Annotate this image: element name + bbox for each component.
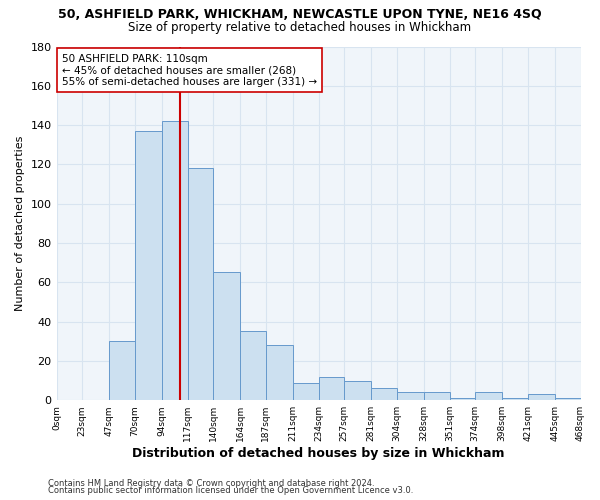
Text: Contains public sector information licensed under the Open Government Licence v3: Contains public sector information licen… [48,486,413,495]
Bar [293,382,319,400]
Bar [319,376,344,400]
Bar [109,342,135,400]
Text: Size of property relative to detached houses in Whickham: Size of property relative to detached ho… [128,21,472,34]
Bar [240,332,266,400]
Bar [188,168,213,400]
Y-axis label: Number of detached properties: Number of detached properties [15,136,25,311]
Bar [371,388,397,400]
Bar [397,392,424,400]
Bar [449,398,475,400]
Text: 50 ASHFIELD PARK: 110sqm
← 45% of detached houses are smaller (268)
55% of semi-: 50 ASHFIELD PARK: 110sqm ← 45% of detach… [62,54,317,87]
X-axis label: Distribution of detached houses by size in Whickham: Distribution of detached houses by size … [132,447,505,460]
Bar [266,345,293,400]
Bar [424,392,449,400]
Bar [162,121,188,400]
Bar [135,131,162,400]
Text: 50, ASHFIELD PARK, WHICKHAM, NEWCASTLE UPON TYNE, NE16 4SQ: 50, ASHFIELD PARK, WHICKHAM, NEWCASTLE U… [58,8,542,20]
Bar [502,398,528,400]
Bar [555,398,581,400]
Bar [475,392,502,400]
Bar [213,272,240,400]
Bar [344,380,371,400]
Text: Contains HM Land Registry data © Crown copyright and database right 2024.: Contains HM Land Registry data © Crown c… [48,478,374,488]
Bar [528,394,555,400]
